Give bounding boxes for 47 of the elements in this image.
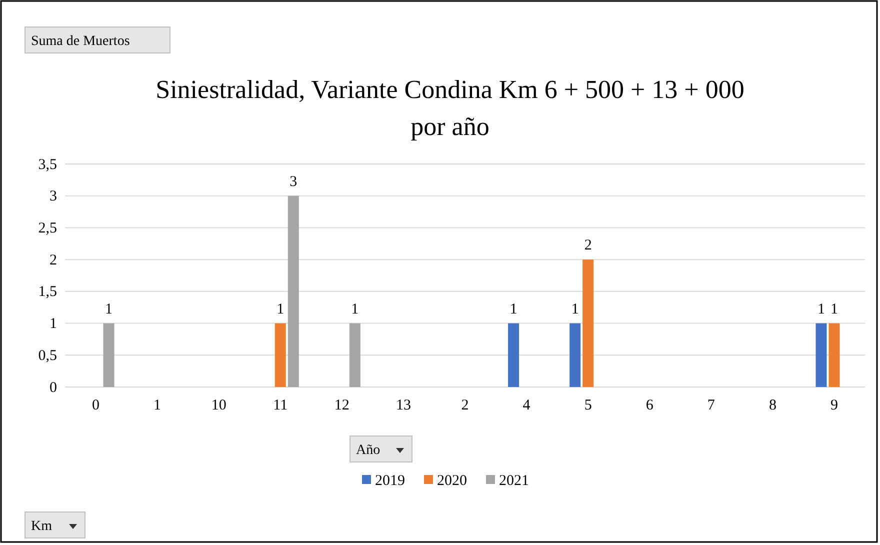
legend-label: 2019 [375, 473, 405, 489]
data-label: 1 [830, 301, 838, 318]
x-tick-label: 9 [830, 398, 838, 414]
y-tick-label: 2,5 [38, 220, 57, 237]
x-tick-label: 11 [273, 398, 288, 414]
chart-title: Siniestralidad, Variante Condina Km 6 + 500 + 13 + 000 [156, 75, 744, 104]
x-tick-label: 12 [334, 398, 350, 414]
y-tick-label: 3,5 [38, 156, 57, 173]
x-tick-label: 0 [92, 398, 100, 414]
text: Suma de Muertos [31, 34, 130, 49]
data-label: 3 [290, 174, 298, 190]
bar [103, 323, 114, 387]
y-tick-label: 0,5 [38, 348, 57, 364]
x-tick-label: 8 [768, 398, 776, 414]
legend-label: 2021 [499, 473, 529, 489]
x-tick-label: 5 [584, 398, 592, 414]
data-label: 1 [817, 301, 825, 318]
bar [570, 323, 581, 387]
x-tick-label: 13 [396, 398, 411, 414]
x-tick-label: 10 [211, 398, 226, 414]
data-label: 1 [351, 301, 359, 318]
data-label: 1 [571, 301, 579, 318]
x-tick-label: 4 [522, 398, 531, 414]
bar [582, 260, 594, 387]
bar [288, 196, 299, 387]
y-tick-label: 0 [50, 380, 57, 396]
y-tick-label: 2 [50, 252, 57, 268]
x-tick-label: 6 [646, 398, 654, 414]
x-tick-label: 2 [461, 398, 469, 414]
y-tick-label: 1 [50, 316, 57, 332]
x-tick-label: 7 [707, 398, 716, 414]
text: Año [356, 443, 380, 458]
y-tick-label: 1,5 [38, 284, 57, 300]
chart-subtitle: por año [410, 112, 490, 141]
bar [274, 323, 286, 387]
data-label: 1 [105, 301, 113, 318]
bar [508, 323, 520, 387]
legend-label: 2020 [437, 473, 467, 489]
bar [828, 323, 840, 387]
x-tick-label: 1 [154, 398, 162, 414]
data-label: 2 [584, 238, 592, 254]
data-label: 1 [510, 301, 518, 318]
text: Km [31, 519, 52, 534]
data-label: 1 [276, 301, 284, 318]
y-tick-label: 3 [50, 188, 57, 205]
bar [349, 323, 360, 387]
bar [816, 323, 827, 387]
